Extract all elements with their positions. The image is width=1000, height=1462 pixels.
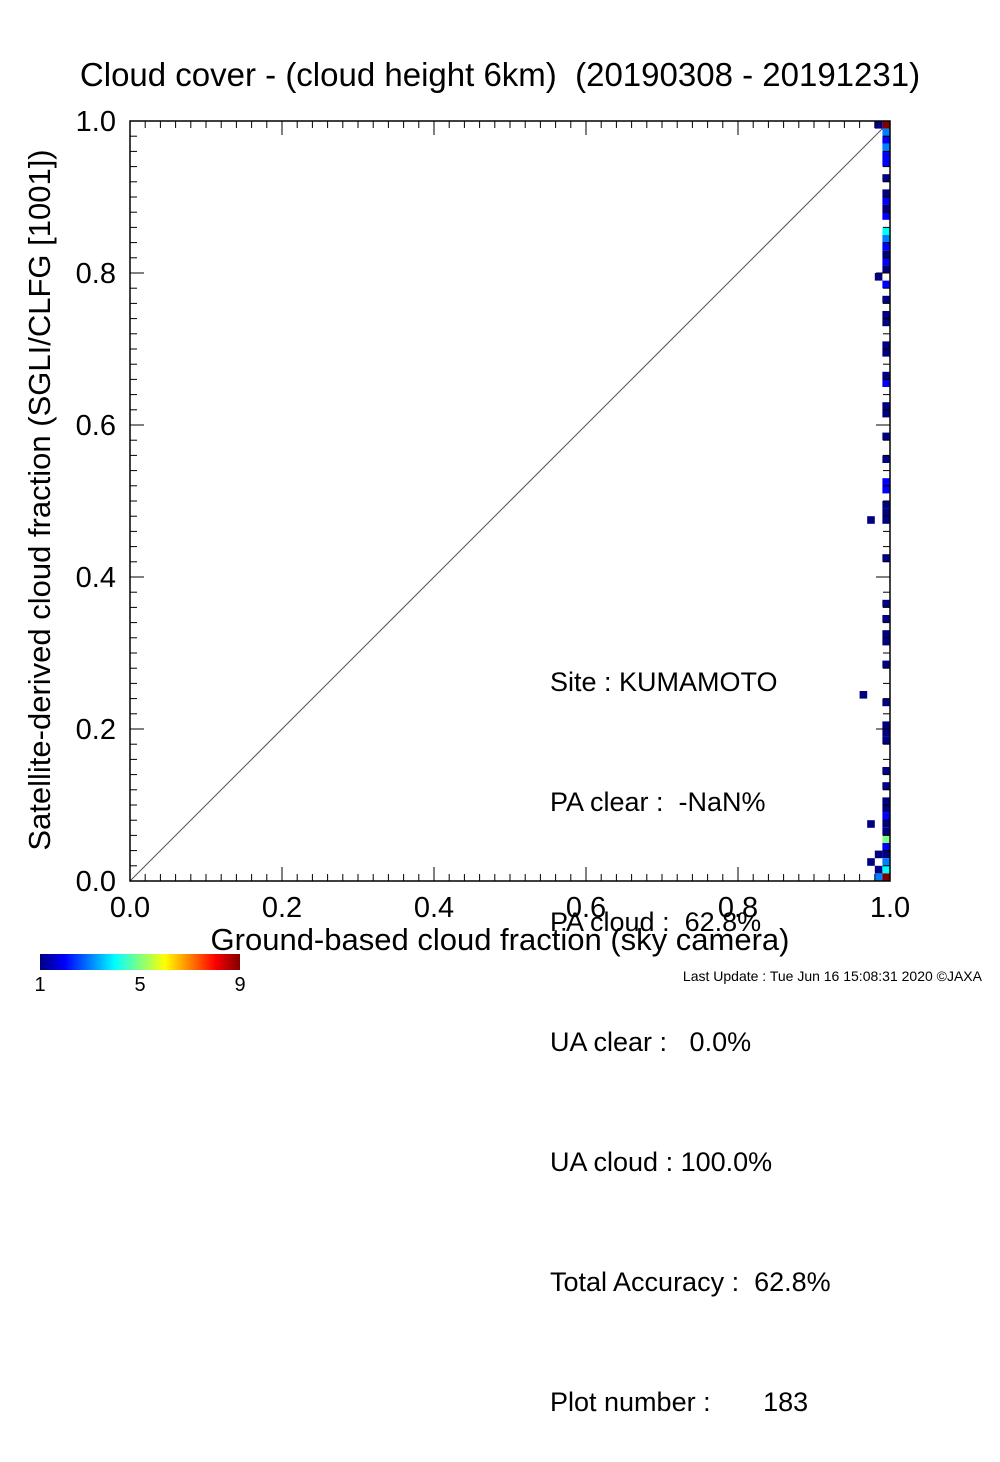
heatmap-cell	[882, 865, 890, 874]
heatmap-cell	[882, 850, 890, 859]
heatmap-cell	[882, 782, 890, 790]
heatmap-cell	[882, 318, 890, 327]
y-tick-label: 0.8	[76, 258, 116, 290]
y-tick-label: 1.0	[76, 106, 116, 138]
heatmap-cell	[882, 151, 890, 159]
x-tick-label: 0.0	[110, 892, 150, 924]
heatmap-cell	[882, 736, 890, 745]
heatmap-cell	[882, 767, 890, 775]
colorbar	[40, 954, 240, 970]
heatmap-cell	[882, 432, 890, 441]
heatmap-cell	[882, 805, 890, 813]
heatmap-cell	[882, 827, 890, 836]
heatmap-cell	[882, 554, 890, 562]
heatmap-cell	[882, 516, 890, 524]
heatmap-cell	[882, 311, 890, 319]
last-update-footer: Last Update : Tue Jun 16 15:08:31 2020 ©…	[682, 968, 982, 984]
y-tick-label: 0.6	[76, 410, 116, 442]
heatmap-plot: 0.0 0.2 0.4 0.6 0.8 1.0 0.0 0.2 0.4 0.6 0.8 1.0	[76, 106, 910, 924]
colorbar-label-mid: 5	[134, 974, 146, 996]
stat-ua-cloud: UA cloud : 100.0%	[550, 1147, 773, 1177]
heatmap-cell	[882, 212, 890, 220]
heatmap-cell	[882, 843, 890, 851]
stat-ua-clear: UA clear : 0.0%	[550, 1027, 752, 1057]
heatmap-cell	[882, 485, 890, 494]
heatmap-cell	[882, 630, 890, 638]
stat-pa-cloud: PA cloud : 62.8%	[550, 907, 762, 937]
heatmap-cell	[882, 257, 890, 266]
heatmap-cell	[882, 341, 890, 349]
heatmap-cell	[882, 189, 890, 197]
x-tick-label: 0.2	[262, 892, 302, 924]
one-to-one-line	[129, 120, 891, 882]
heatmap-cell	[882, 121, 890, 129]
heatmap-cell	[882, 349, 890, 357]
heatmap-cell	[882, 660, 890, 669]
x-tick-label: 0.6	[566, 892, 606, 924]
heatmap-cell	[882, 873, 890, 881]
heatmap-cell	[874, 273, 883, 281]
x-tick-label: 0.4	[414, 892, 454, 924]
heatmap-cell	[882, 197, 890, 205]
heatmap-cell	[882, 797, 890, 805]
heatmap-cell	[882, 379, 890, 387]
heatmap-cell	[882, 235, 890, 243]
heatmap-cell	[882, 402, 890, 410]
stat-pa-clear: PA clear : -NaN%	[550, 787, 766, 817]
heatmap-cell	[867, 858, 875, 866]
heatmap-cell	[874, 850, 883, 859]
heatmap-cell	[874, 865, 883, 874]
heatmap-cell	[882, 858, 890, 866]
heatmap-cell	[882, 729, 890, 737]
heatmap-cell	[859, 691, 868, 699]
heatmap-cell	[882, 812, 890, 821]
heatmap-cell	[882, 371, 890, 380]
heatmap-cell	[882, 508, 890, 517]
colorbar-label-max: 9	[234, 974, 246, 996]
stat-site: Site : KUMAMOTO	[550, 667, 778, 697]
x-tick-label: 0.8	[718, 892, 758, 924]
heatmap-cell	[882, 478, 890, 486]
heatmap-cell	[882, 501, 890, 509]
y-tick-label: 0.2	[76, 714, 116, 746]
heatmap-cell	[882, 128, 890, 137]
heatmap-cell	[882, 721, 890, 729]
heatmap-cell	[882, 698, 890, 707]
heatmap-cell	[882, 174, 890, 182]
heatmap-cell	[882, 143, 890, 152]
heatmap-cell	[882, 295, 890, 304]
y-tick-label: 0.4	[76, 562, 116, 594]
heatmap-cell	[882, 204, 890, 213]
heatmap-cell	[874, 121, 883, 129]
heatmap-cell	[882, 615, 890, 623]
heatmap-cell	[882, 409, 890, 418]
heatmap-cell	[867, 516, 875, 524]
heatmap-cell	[874, 873, 883, 881]
heatmap-cell	[882, 280, 890, 289]
y-tick-label: 0.0	[76, 866, 116, 898]
colorbar-label-min: 1	[34, 974, 46, 996]
heatmap-cell	[882, 136, 890, 144]
heatmap-cell	[882, 159, 890, 167]
stat-total-accuracy: Total Accuracy : 62.8%	[550, 1267, 831, 1297]
heatmap-cell	[882, 599, 890, 608]
stat-plot-number: Plot number : 183	[550, 1387, 809, 1417]
stats-panel: Site : KUMAMOTO PA clear : -NaN% PA clou…	[550, 582, 831, 1462]
heatmap-cell	[882, 455, 890, 463]
heatmap-cell	[882, 227, 890, 235]
heatmap-cell	[882, 265, 890, 273]
heatmap-cell	[882, 637, 890, 646]
heatmap-cell	[867, 820, 875, 828]
heatmap-cell	[882, 250, 890, 258]
heatmap-cell	[882, 835, 890, 843]
heatmap-cell	[882, 820, 890, 828]
heatmap-cell	[882, 242, 890, 251]
chart-title: Cloud cover - (cloud height 6km) (201903…	[79, 56, 921, 93]
x-axis-label: Ground-based cloud fraction (sky camera)	[210, 922, 790, 957]
x-tick-label: 1.0	[870, 892, 910, 924]
